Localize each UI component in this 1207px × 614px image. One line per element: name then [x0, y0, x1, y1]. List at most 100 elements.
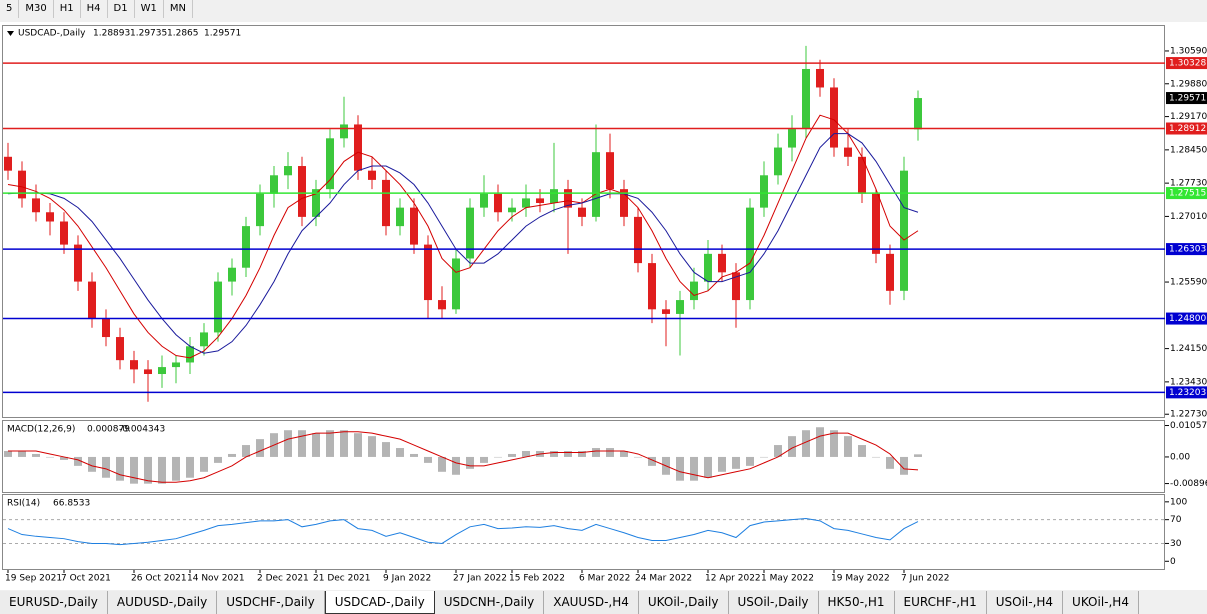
- x-tick-label: 2 Dec 2021: [257, 574, 309, 584]
- macd-bar: [214, 456, 222, 463]
- chart-tab[interactable]: HK50-,H1: [818, 591, 895, 614]
- candle-body: [18, 170, 26, 199]
- timeframe-button[interactable]: D1: [108, 0, 135, 18]
- macd-bar: [690, 456, 698, 481]
- macd-bar: [410, 453, 418, 457]
- level-label: 1.24800: [1169, 314, 1206, 324]
- macd-bar: [648, 456, 656, 466]
- level-label: 1.26303: [1169, 245, 1206, 255]
- macd-bar: [704, 456, 712, 478]
- timeframe-button[interactable]: W1: [135, 0, 164, 18]
- macd-bar: [816, 427, 824, 457]
- y-tick-label: 1.30590: [1170, 46, 1207, 56]
- macd-bar: [592, 448, 600, 457]
- macd-panel: [2, 420, 1165, 493]
- chart-tab[interactable]: AUDUSD-,Daily: [107, 591, 218, 614]
- macd-signal: [8, 431, 919, 483]
- candle-body: [200, 332, 208, 347]
- macd-bar: [522, 451, 530, 457]
- x-tick-label: 7 Jun 2022: [901, 574, 949, 584]
- rsi-panel: [2, 494, 1165, 570]
- level-label: 1.30328: [1169, 59, 1206, 69]
- candle-body: [802, 68, 810, 130]
- macd-bar: [382, 442, 390, 457]
- timeframe-button[interactable]: 5: [0, 0, 20, 18]
- chart-tab[interactable]: EURUSD-,Daily: [0, 591, 108, 614]
- timeframe-button[interactable]: H4: [81, 0, 108, 18]
- macd-signal-value: -0.004343: [119, 425, 165, 435]
- candle-body: [312, 189, 320, 217]
- candle-body: [158, 367, 166, 375]
- timeframe-button[interactable]: MN: [164, 0, 193, 18]
- macd-bar: [424, 456, 432, 463]
- macd-bar: [340, 430, 348, 457]
- main-panel: [2, 25, 1165, 418]
- candle-body: [256, 193, 264, 227]
- macd-bar: [452, 456, 460, 475]
- candle-body: [242, 226, 250, 268]
- chart-tabs: EURUSD-,Daily AUDUSD-,Daily USDCHF-,Daily U…: [0, 591, 1139, 614]
- candle-body: [480, 193, 488, 208]
- y-tick-label: 1.29880: [1170, 79, 1207, 89]
- candle-body: [592, 152, 600, 217]
- macd-bar: [46, 456, 54, 458]
- x-tick-label: 14 Nov 2021: [187, 574, 245, 584]
- candle-body: [578, 207, 586, 217]
- x-tick-label: 21 Dec 2021: [313, 574, 371, 584]
- candle-body: [102, 318, 110, 338]
- chart-tab[interactable]: USOil-,H4: [986, 591, 1064, 614]
- chart-tab[interactable]: EURCHF-,H1: [894, 591, 987, 614]
- chart-tab[interactable]: USDCAD-,Daily: [324, 591, 435, 614]
- chart-tab[interactable]: USDCHF-,Daily: [217, 591, 325, 614]
- macd-bar: [102, 456, 110, 478]
- timeframe-button[interactable]: H1: [54, 0, 81, 18]
- level-tag: [1166, 243, 1207, 256]
- y-tick-label: 1.25590: [1170, 278, 1207, 288]
- candle-body: [620, 189, 628, 217]
- level-tag: [1166, 122, 1207, 135]
- macd-bar: [326, 430, 334, 457]
- x-tick-label: 27 Jan 2022: [453, 574, 507, 584]
- macd-bar: [718, 456, 726, 472]
- macd-bar: [88, 456, 96, 472]
- x-tick-label: 26 Oct 2021: [131, 574, 187, 584]
- chart-tab[interactable]: UKOil-,H4: [1063, 591, 1139, 614]
- x-tick-label: 15 Feb 2022: [509, 574, 565, 584]
- timeframe-button[interactable]: M30: [19, 0, 54, 18]
- chart-tab[interactable]: XAUUSD-,H4: [544, 591, 639, 614]
- macd-bar: [130, 456, 138, 484]
- candle-body: [676, 300, 684, 314]
- macd-value: 0.000879: [87, 425, 130, 435]
- chart: USDCAD-,Daily MACD(12,26,9) RSI(14) ◄ ► …: [0, 22, 1207, 590]
- macd-bar: [788, 436, 796, 457]
- candle-body: [886, 253, 894, 291]
- ohlc-value: 1.29735: [130, 29, 167, 39]
- macd-bar: [200, 456, 208, 472]
- candle-body: [60, 221, 68, 245]
- macd-bar: [830, 430, 838, 457]
- candle-body: [186, 346, 194, 363]
- candle-body: [634, 216, 642, 264]
- candle-body: [522, 198, 530, 208]
- candle-body: [396, 207, 404, 227]
- candle-body: [270, 175, 278, 194]
- y-tick-label: 0.010578: [1170, 421, 1207, 431]
- macd-bar: [172, 456, 180, 481]
- chart-tab[interactable]: USDCNH-,Daily: [434, 591, 545, 614]
- x-tick-label: 19 May 2022: [831, 574, 890, 584]
- y-tick-label: 1.24150: [1170, 344, 1207, 354]
- macd-bar: [858, 445, 866, 457]
- candle-body: [774, 147, 782, 176]
- candle-body: [340, 124, 348, 139]
- rsi-value: 66.8533: [53, 499, 90, 509]
- macd-bar: [4, 451, 12, 457]
- y-tick-label: 0: [1170, 557, 1176, 567]
- menu-arrow: [7, 31, 14, 36]
- chart-tab[interactable]: UKOil-,Daily: [638, 591, 729, 614]
- rsi-line: [7, 517, 919, 546]
- candle-body: [74, 244, 82, 282]
- candle-body: [130, 360, 138, 370]
- candle-body: [494, 193, 502, 213]
- chart-tab[interactable]: USOil-,Daily: [728, 591, 819, 614]
- macd-bar: [550, 451, 558, 457]
